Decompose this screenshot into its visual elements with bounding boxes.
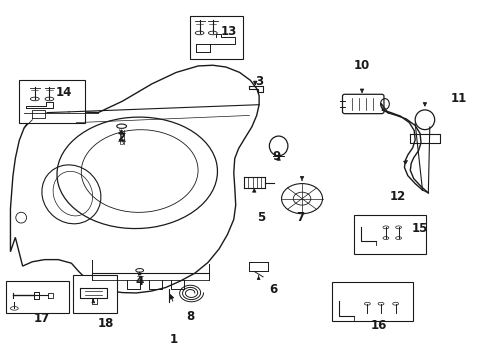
Text: 7: 7 [296, 211, 304, 224]
Ellipse shape [117, 124, 126, 129]
Bar [331, 282, 412, 320]
Text: 8: 8 [186, 310, 195, 323]
Text: 2: 2 [117, 131, 125, 144]
Text: 4: 4 [135, 275, 143, 288]
Text: 13: 13 [220, 25, 237, 38]
Ellipse shape [364, 302, 369, 305]
Text: 17: 17 [34, 311, 50, 325]
Ellipse shape [136, 269, 143, 272]
Text: 5: 5 [257, 211, 265, 224]
Text: 1: 1 [169, 333, 178, 346]
Text: 15: 15 [411, 222, 427, 235]
Ellipse shape [208, 31, 217, 35]
Bar [189, 16, 242, 59]
Text: 12: 12 [389, 190, 406, 203]
Bar [353, 215, 426, 253]
Bar [5, 281, 69, 313]
Text: 18: 18 [97, 317, 114, 330]
Text: 11: 11 [450, 92, 466, 105]
Ellipse shape [395, 226, 401, 229]
Ellipse shape [377, 302, 383, 305]
Text: 6: 6 [269, 283, 277, 296]
Ellipse shape [382, 226, 388, 229]
Ellipse shape [10, 307, 18, 310]
Ellipse shape [195, 31, 203, 35]
Text: 10: 10 [353, 59, 369, 72]
Text: 3: 3 [255, 75, 263, 88]
Text: 9: 9 [271, 150, 280, 163]
Bar [73, 275, 117, 314]
Text: 16: 16 [369, 319, 386, 332]
Bar [19, 80, 85, 123]
Ellipse shape [45, 97, 54, 101]
Ellipse shape [392, 302, 398, 305]
Ellipse shape [30, 97, 39, 101]
Text: 14: 14 [56, 86, 72, 99]
